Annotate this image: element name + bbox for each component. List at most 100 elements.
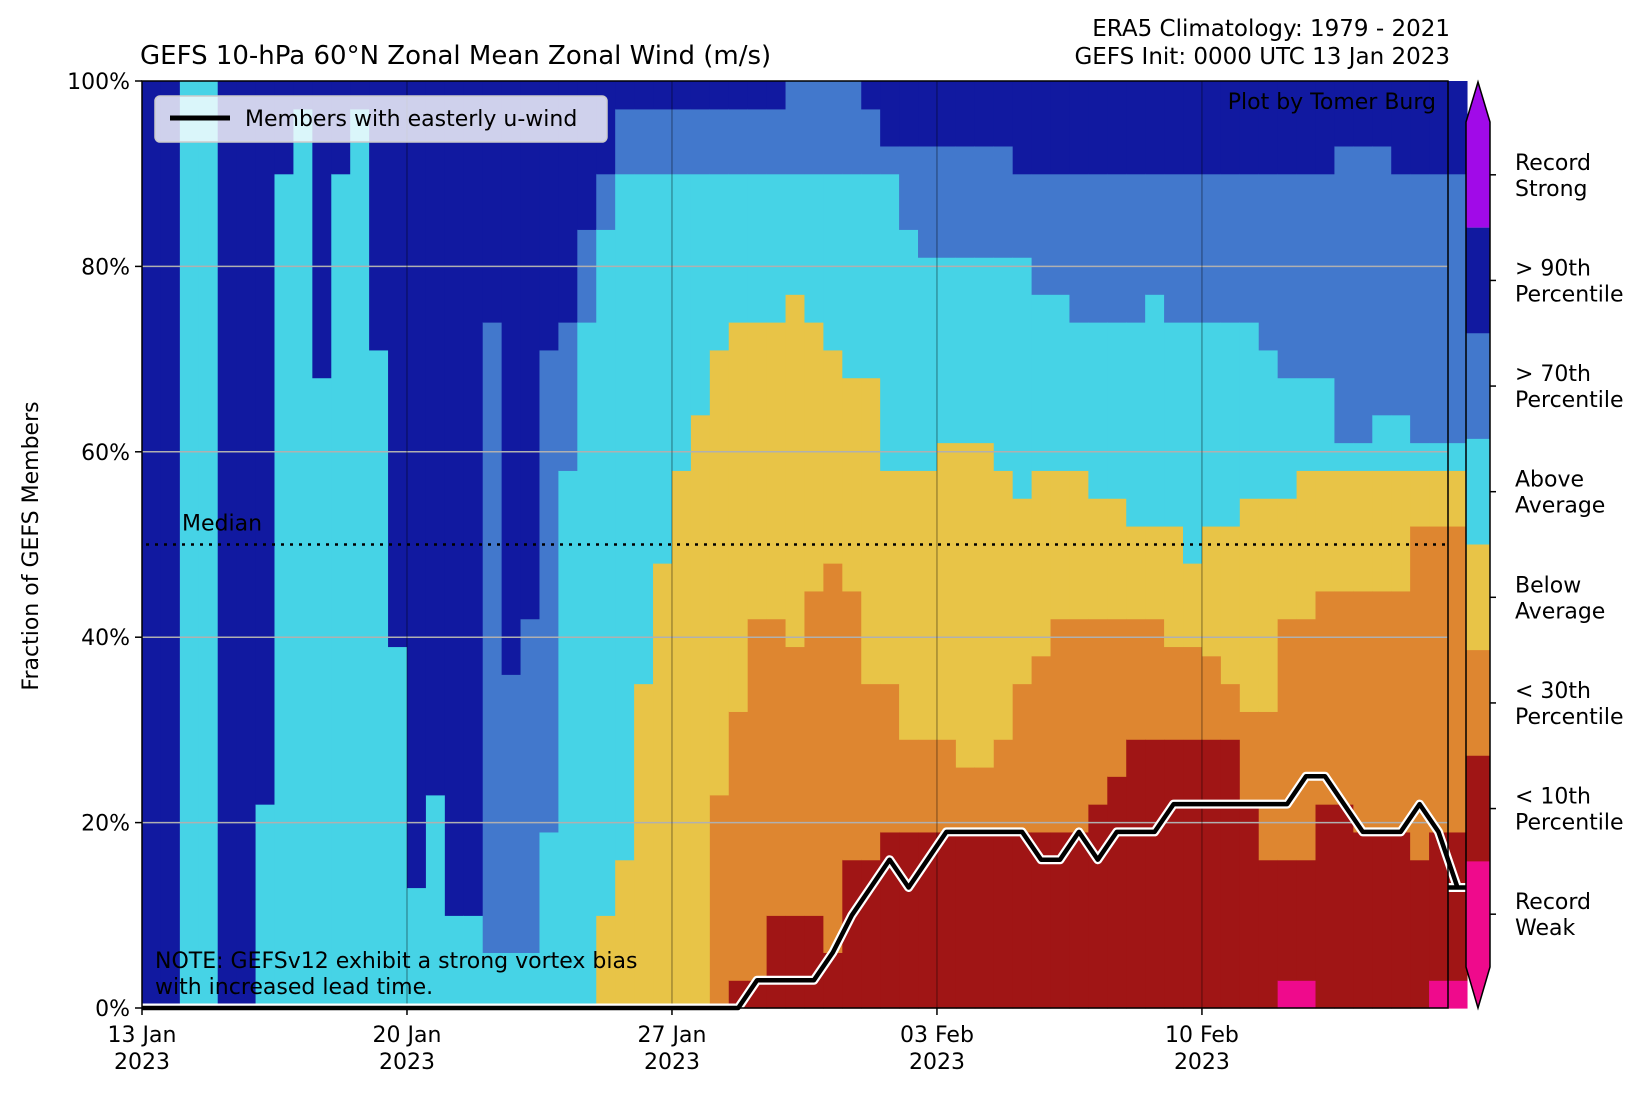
cell-66-2: [1391, 590, 1411, 833]
cell-46-5: [1012, 173, 1033, 258]
cell-58-2: [1239, 711, 1260, 805]
cell-44-6: [974, 81, 995, 147]
cell-51-1: [1107, 776, 1127, 1009]
colorbar-label: Record: [1515, 151, 1591, 176]
cell-50-1: [1088, 804, 1108, 1009]
cell-51-3: [1107, 498, 1127, 620]
y-axis: 0% 20% 40% 60% 80% 100%: [67, 70, 142, 1022]
x-tick-year: 2023: [379, 1050, 435, 1075]
cell-67-2: [1410, 525, 1430, 861]
cell-54-4: [1164, 322, 1184, 527]
cell-45-2: [993, 739, 1014, 833]
cell-48-4: [1050, 294, 1071, 471]
y-tick-label: 100%: [67, 70, 130, 95]
cell-47-1: [1031, 831, 1052, 1009]
cell-20-6: [520, 81, 541, 620]
cell-27-5: [653, 108, 673, 175]
cell-31-2: [728, 711, 749, 981]
cell-7-4: [274, 173, 295, 1009]
cell-39-6: [880, 81, 900, 147]
cell-61-6: [1296, 81, 1317, 175]
cell-17-4: [463, 915, 484, 1009]
colorbar-label-sub: Percentile: [1515, 705, 1624, 730]
chart-title: GEFS 10-hPa 60°N Zonal Mean Zonal Wind (…: [140, 41, 771, 71]
cell-38-6: [861, 81, 881, 110]
cell-47-5: [1031, 173, 1052, 295]
cell-25-4: [615, 173, 635, 861]
cell-56-3: [1201, 525, 1222, 657]
colorbar-swatch: [1466, 755, 1490, 862]
cell-33-2: [766, 618, 787, 916]
cell-50-3: [1088, 498, 1108, 620]
cell-16-6: [444, 81, 465, 916]
cell-14-4: [406, 887, 427, 1009]
x-tick-year: 2023: [1174, 1050, 1230, 1075]
cell-43-5: [955, 145, 976, 258]
cell-49-5: [1069, 173, 1089, 323]
cell-15-6: [425, 81, 446, 796]
cell-26-6: [634, 81, 654, 110]
cell-19-4: [501, 952, 522, 1009]
cell-48-6: [1050, 81, 1071, 175]
cell-39-2: [880, 683, 900, 833]
cell-47-4: [1031, 294, 1052, 471]
cell-48-1: [1050, 831, 1071, 1009]
y-axis-label: Fraction of GEFS Members: [19, 401, 44, 690]
cell-42-2: [936, 739, 957, 833]
cell-33-5: [766, 108, 787, 175]
cell-6-4: [255, 804, 276, 1009]
cell-38-2: [861, 683, 881, 861]
cell-25-5: [615, 108, 635, 175]
cell-38-4: [861, 173, 881, 379]
cell-59-5: [1258, 173, 1279, 351]
cell-46-4: [1012, 257, 1033, 499]
cell-54-5: [1164, 173, 1184, 323]
cell-69-6: [1448, 81, 1468, 175]
cell-35-4: [804, 173, 824, 323]
cell-29-5: [690, 108, 711, 175]
cell-42-5: [936, 145, 957, 258]
cell-68-5: [1429, 173, 1449, 444]
cell-10-4: [331, 173, 351, 1009]
cell-61-3: [1296, 470, 1317, 620]
credit-label: Plot by Tomer Burg: [1228, 90, 1436, 115]
cell-29-6: [690, 81, 711, 110]
cell-56-1: [1201, 739, 1222, 1009]
cell-0-6: [142, 81, 162, 1009]
x-tick-label: 03 Feb: [900, 1023, 974, 1048]
cell-42-1: [936, 831, 957, 1009]
cell-52-3: [1126, 525, 1146, 620]
y-tick-label: 0%: [95, 997, 130, 1022]
cell-68-3: [1429, 470, 1449, 527]
colorbar-label-sub: Average: [1515, 494, 1605, 519]
cell-46-3: [1012, 498, 1033, 685]
cell-13-4: [388, 646, 408, 1009]
cell-35-2: [804, 590, 824, 916]
cell-61-2: [1296, 618, 1317, 861]
cell-58-1: [1239, 804, 1260, 1009]
cell-44-1: [974, 831, 995, 1009]
cell-40-1: [899, 831, 919, 1009]
cell-53-6: [1145, 81, 1165, 175]
cell-60-1: [1277, 859, 1298, 981]
cell-49-4: [1069, 322, 1089, 471]
cell-69-3: [1448, 470, 1468, 527]
cell-41-4: [918, 257, 938, 471]
cell-69-0: [1448, 980, 1468, 1009]
cell-48-3: [1050, 470, 1071, 620]
cell-42-6: [936, 81, 957, 147]
cell-43-2: [955, 766, 976, 833]
cell-50-5: [1088, 173, 1108, 323]
cell-57-5: [1220, 173, 1241, 323]
cell-35-5: [804, 81, 824, 175]
legend: Members with easterly u-wind: [154, 95, 608, 143]
cell-60-4: [1277, 377, 1298, 499]
cell-65-3: [1372, 470, 1392, 592]
percentile-cells: [142, 81, 1468, 1009]
cell-31-6: [728, 81, 749, 110]
cell-56-2: [1201, 655, 1222, 740]
cell-40-3: [899, 470, 919, 740]
cell-59-1: [1258, 859, 1279, 1009]
